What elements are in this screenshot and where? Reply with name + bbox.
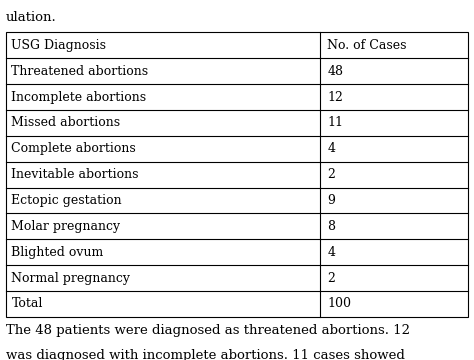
Text: 8: 8 <box>328 220 336 233</box>
Text: 2: 2 <box>328 168 335 181</box>
Text: Missed abortions: Missed abortions <box>11 116 120 129</box>
Bar <box>6 32 468 317</box>
Text: ulation.: ulation. <box>6 11 56 24</box>
Text: 100: 100 <box>328 297 351 310</box>
Text: Incomplete abortions: Incomplete abortions <box>11 90 146 104</box>
Text: Blighted ovum: Blighted ovum <box>11 246 104 259</box>
Text: Ectopic gestation: Ectopic gestation <box>11 194 122 207</box>
Text: The 48 patients were diagnosed as threatened abortions. 12: The 48 patients were diagnosed as threat… <box>6 324 410 337</box>
Text: Inevitable abortions: Inevitable abortions <box>11 168 139 181</box>
Text: 4: 4 <box>328 246 336 259</box>
Text: 9: 9 <box>328 194 335 207</box>
Text: Normal pregnancy: Normal pregnancy <box>11 271 130 284</box>
Text: USG Diagnosis: USG Diagnosis <box>11 39 106 52</box>
Text: was diagnosed with incomplete abortions. 11 cases showed: was diagnosed with incomplete abortions.… <box>6 349 405 360</box>
Text: 4: 4 <box>328 142 336 155</box>
Text: 2: 2 <box>328 271 335 284</box>
Text: No. of Cases: No. of Cases <box>328 39 407 52</box>
Text: Molar pregnancy: Molar pregnancy <box>11 220 120 233</box>
Text: Total: Total <box>11 297 43 310</box>
Text: Threatened abortions: Threatened abortions <box>11 65 148 78</box>
Text: 11: 11 <box>328 116 343 129</box>
Text: Complete abortions: Complete abortions <box>11 142 136 155</box>
Text: 48: 48 <box>328 65 343 78</box>
Text: 12: 12 <box>328 90 343 104</box>
